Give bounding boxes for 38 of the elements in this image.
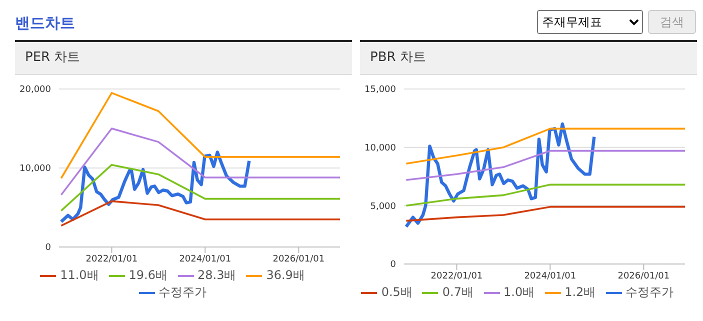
x-tick-label: 2022/01/01	[86, 254, 138, 264]
legend-label: 수정주가	[626, 285, 674, 299]
dropdown: 주재무제표	[537, 10, 643, 34]
line-series	[60, 200, 340, 227]
chart-title: PBR 차트	[360, 40, 697, 75]
text: 밴드차트	[15, 14, 75, 33]
x-tick-label: 2026/01/01	[272, 254, 325, 264]
line-series	[60, 164, 340, 212]
chart-title: PER 차트	[15, 40, 352, 75]
legend-label: 0.5배	[381, 285, 412, 299]
x-tick-label: 2026/01/01	[618, 271, 670, 282]
y-tick-label: 0	[390, 260, 396, 270]
legend-label: 수정주가	[158, 285, 206, 299]
line-series	[405, 206, 685, 222]
y-tick-label: 10,000	[364, 144, 396, 154]
line-series	[60, 92, 340, 180]
search-button: 검색	[648, 10, 696, 34]
y-tick-label: 0	[45, 243, 52, 254]
legend-label: 36.9배	[266, 268, 305, 282]
legend-label: 28.3배	[198, 268, 236, 282]
line-series	[404, 122, 596, 228]
legend-label: 11.0배	[60, 268, 99, 282]
y-tick-label: 20,000	[20, 85, 52, 96]
legend-label: 0.7배	[442, 285, 474, 299]
x-tick-label: 2022/01/01	[430, 271, 483, 282]
y-tick-label: 15,000	[364, 85, 396, 96]
y-tick-label: 10,000	[20, 164, 52, 174]
line-series	[405, 150, 685, 181]
legend-label: 1.2배	[564, 285, 596, 299]
x-tick-label: 2024/01/01	[179, 254, 232, 264]
x-tick-label: 2024/01/01	[524, 271, 576, 282]
line-series	[405, 184, 685, 207]
legend-label: 19.6배	[128, 268, 168, 282]
line-series	[60, 150, 251, 224]
line-series	[405, 128, 685, 165]
line-series	[60, 128, 340, 196]
y-tick-label: 5,000	[370, 202, 396, 212]
legend-label: 1.0배	[504, 285, 535, 299]
